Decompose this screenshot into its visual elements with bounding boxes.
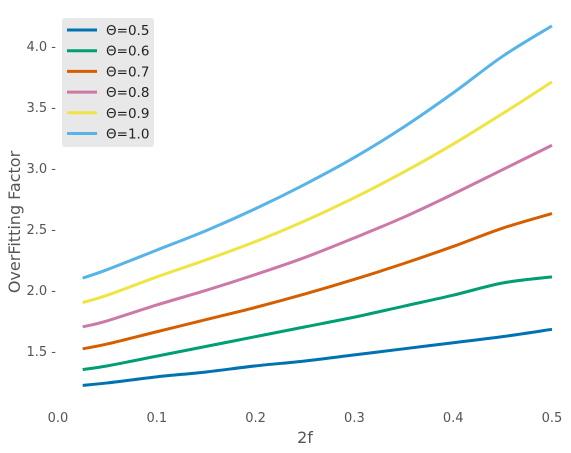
legend-label: Θ=0.8: [106, 85, 149, 101]
x-tick-label: 0.0: [48, 411, 69, 426]
series-line-1: [82, 327, 553, 387]
y-tick-label: 4.0 -: [27, 40, 57, 55]
y-axis-ticks: 1.5 - 2.0 - 2.5 - 3.0 - 3.5 - 4.0 -: [27, 40, 57, 360]
x-axis-label: 2f: [297, 428, 313, 447]
x-tick-label: 0.2: [245, 411, 266, 426]
series-line-5: [82, 80, 553, 304]
x-tick-label: 0.3: [344, 411, 365, 426]
legend-label: Θ=1.0: [106, 127, 149, 143]
legend-label: Θ=0.9: [106, 106, 149, 122]
y-tick-label: 2.0 -: [27, 284, 57, 299]
legend-label: Θ=0.6: [106, 44, 149, 60]
plot-area: [82, 24, 553, 387]
legend-label: Θ=0.5: [106, 23, 149, 39]
legend-label: Θ=0.7: [106, 64, 149, 80]
y-tick-label: 2.5 -: [27, 223, 57, 238]
y-tick-label: 1.5 -: [27, 345, 57, 360]
y-tick-label: 3.0 -: [27, 162, 57, 177]
series-line-2: [82, 275, 553, 372]
x-tick-label: 0.4: [443, 411, 464, 426]
x-tick-label: 0.5: [542, 411, 563, 426]
series-line-6: [82, 24, 553, 280]
x-tick-label: 0.1: [146, 411, 167, 426]
series-line-4: [82, 143, 553, 329]
series-line-3: [82, 212, 553, 351]
x-axis-ticks: 0.0 0.1 0.2 0.3 0.4 0.5: [48, 411, 563, 426]
legend: Θ=0.5 Θ=0.6 Θ=0.7 Θ=0.8 Θ=0.9 Θ=1.0: [62, 18, 154, 147]
y-axis-label: OverFitting Factor: [5, 150, 24, 293]
y-tick-label: 3.5 -: [27, 101, 57, 116]
